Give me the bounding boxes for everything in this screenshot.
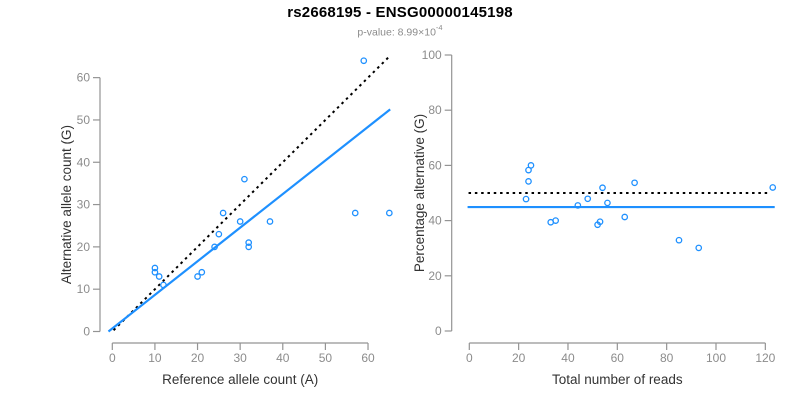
pvalue-text: p-value: 8.99×10 [357, 26, 436, 39]
y-tick-label: 80 [428, 103, 442, 117]
x-tick-label: 40 [276, 351, 290, 365]
data-point [385, 209, 393, 217]
data-point [599, 184, 606, 192]
data-point [584, 195, 592, 203]
x-tick-label: 30 [233, 351, 247, 365]
fit-line [107, 108, 391, 333]
data-point [360, 57, 368, 65]
x-tick-label: 20 [191, 351, 205, 365]
data-point [198, 268, 206, 276]
data-point [194, 273, 201, 280]
y-axis-title: Percentage alternative (G) [412, 114, 427, 272]
x-tick-label: 0 [466, 351, 473, 365]
data-point [219, 209, 227, 217]
data-point [675, 236, 683, 244]
y-tick-label: 20 [428, 269, 442, 283]
data-point [522, 195, 530, 203]
x-tick-label: 100 [706, 351, 726, 365]
data-point [266, 218, 274, 225]
data-point [160, 281, 167, 289]
data-point [604, 199, 611, 207]
x-tick-label: 50 [319, 351, 333, 365]
data-point [769, 184, 777, 191]
data-point [574, 202, 582, 209]
data-point [245, 243, 253, 251]
y-tick-label: 40 [77, 155, 91, 169]
y-tick-label: 50 [77, 113, 91, 127]
x-tick-label: 120 [755, 351, 775, 365]
x-tick-label: 20 [512, 351, 526, 365]
y-tick-label: 60 [428, 158, 442, 172]
y-axis-title: Alternative allele count (G) [59, 125, 74, 284]
data-point [155, 273, 163, 280]
plot-subtitle: p-value: 8.99×10-4 [0, 23, 800, 39]
allele-counts-scatter: 0 10 20 30 40 50 60 0 10 20 30 40 50 60 Reference alle… [59, 56, 393, 387]
data-point [631, 179, 638, 187]
y-tick-label: 60 [77, 71, 91, 85]
data-point [525, 178, 532, 185]
x-tick-label: 60 [361, 351, 375, 365]
y-tick-label: 20 [77, 240, 91, 254]
data-point [621, 213, 629, 221]
x-tick-label: 0 [109, 351, 116, 365]
data-point [596, 218, 604, 226]
y-tick-label: 0 [435, 324, 442, 338]
data-point [241, 175, 248, 183]
x-tick-label: 40 [561, 351, 575, 365]
x-tick-label: 80 [660, 351, 674, 365]
data-point [151, 264, 159, 272]
plot-title: rs2668195 - ENSG00000145198 [287, 4, 513, 21]
data-point [236, 218, 244, 225]
x-axis-title: Reference allele count (A) [162, 372, 318, 387]
data-point [525, 166, 532, 174]
identity-line [112, 56, 390, 331]
data-point [215, 230, 223, 238]
data-point [351, 209, 359, 217]
pvalue-exponent: -4 [435, 23, 443, 32]
data-point [552, 217, 559, 224]
data-point [211, 243, 218, 251]
percentage-vs-reads-scatter: 0 20 40 60 80 100 120 0 20 40 60 80 100 Total number … [412, 48, 777, 387]
data-point [695, 244, 703, 252]
data-point [151, 268, 159, 276]
y-tick-label: 40 [428, 214, 442, 228]
y-tick-label: 30 [77, 198, 91, 212]
y-tick-label: 100 [422, 48, 442, 62]
x-tick-label: 10 [148, 351, 162, 365]
data-point [245, 239, 253, 246]
x-axis-title: Total number of reads [552, 372, 683, 387]
x-tick-label: 60 [611, 351, 625, 365]
y-tick-label: 10 [77, 282, 91, 296]
y-tick-label: 0 [83, 325, 90, 339]
